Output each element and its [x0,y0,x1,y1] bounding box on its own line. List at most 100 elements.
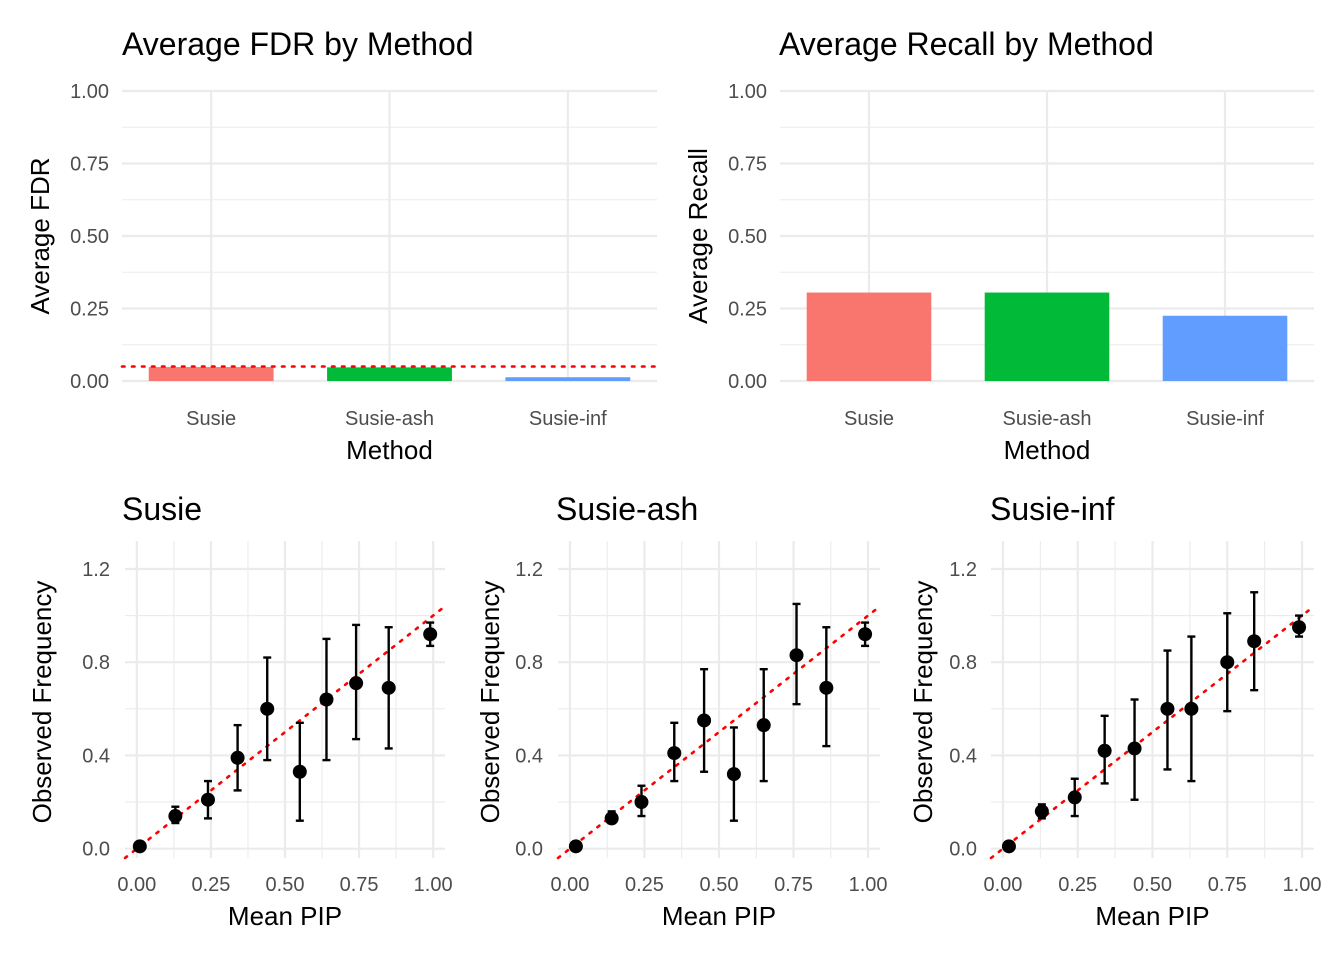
calibration-panel-5: 0.00 0.25 0.50 0.75 1.00 0.0 0.4 0.8 1.2 Susie-in… [908,491,1322,931]
y-axis-title: Observed Frequency [908,581,938,824]
data-point [1247,634,1262,649]
bar-susie [148,367,274,381]
data-point [260,701,275,716]
data-point [634,795,649,810]
data-point [789,648,804,663]
data-point [568,839,583,854]
x-tick-label: 0.75 [1208,874,1247,896]
y-tick-label: 0.4 [515,745,543,767]
calibration-panel-3: 0.00 0.25 0.50 0.75 1.00 0.0 0.4 0.8 1.2 Susie Mea… [27,491,453,931]
y-tick-label: 0.4 [82,745,110,767]
y-axis-title: Average FDR [25,157,55,314]
data-point [667,746,682,761]
bar-chart-panel-1: 0.00 0.25 0.50 0.75 1.00 Susie Susie-ash Susie-… [25,26,659,465]
x-tick-label: 0.25 [1058,874,1097,896]
data-point [423,627,438,642]
data-point [319,692,334,707]
y-tick-label: 0.75 [70,154,109,176]
x-tick-label: Susie-inf [529,408,607,430]
data-point [200,792,215,807]
y-tick-label: 0.00 [728,371,767,393]
x-tick-label: 0.50 [266,874,305,896]
x-tick-label: 0.75 [340,874,379,896]
y-tick-label: 0.0 [515,839,543,861]
y-tick-label: 0.8 [949,652,977,674]
data-point [1097,743,1112,758]
x-tick-label: Susie [186,408,236,430]
y-tick-label: 0.4 [949,745,977,767]
y-axis-title: Observed Frequency [475,581,505,824]
y-tick-label: 0.25 [70,299,109,321]
y-tick-label: 1.2 [515,559,543,581]
panel-title: Average FDR by Method [122,26,474,62]
bar-susie-inf [1162,315,1288,381]
identity-reference-line [123,604,447,860]
x-tick-label: 0.50 [1133,874,1172,896]
bar-chart-panel-2: 0.00 0.25 0.50 0.75 1.00 Susie Susie-ash Susie-… [683,26,1314,465]
calibration-panel-4: 0.00 0.25 0.50 0.75 1.00 0.0 0.4 0.8 1.2 Susie-as… [475,491,888,931]
x-axis-title: Method [346,435,433,465]
data-point [1184,701,1199,716]
x-tick-label: Susie-ash [345,408,434,430]
data-point [726,767,741,782]
data-point [1160,701,1175,716]
y-tick-label: 0.8 [82,652,110,674]
bar-susie-ash [327,367,452,381]
data-point [230,750,245,765]
y-tick-label: 1.2 [949,559,977,581]
panel-title: Average Recall by Method [779,26,1154,62]
y-tick-label: 1.00 [728,81,767,103]
y-axis-title: Average Recall [683,148,713,324]
data-point [292,764,307,779]
y-tick-label: 0.50 [70,226,109,248]
x-tick-label: Susie-ash [1003,408,1092,430]
x-tick-label: Susie-inf [1186,408,1264,430]
bar-susie [806,292,932,381]
data-point [1220,655,1235,670]
data-point [1067,790,1082,805]
x-tick-label: 0.00 [550,874,589,896]
y-tick-label: 1.2 [82,559,110,581]
x-tick-label: 0.25 [625,874,664,896]
x-tick-label: 0.50 [700,874,739,896]
panel-title: Susie [122,491,202,527]
y-tick-label: 1.00 [70,81,109,103]
y-tick-label: 0.50 [728,226,767,248]
x-tick-label: Susie [844,408,894,430]
x-tick-label: 1.00 [1283,874,1322,896]
x-tick-label: 0.00 [983,874,1022,896]
y-tick-label: 0.8 [515,652,543,674]
x-axis-title: Method [1004,435,1091,465]
data-point [1034,804,1049,819]
bar-susie-ash [984,292,1110,381]
bar-susie-inf [505,377,631,381]
x-tick-label: 0.25 [191,874,230,896]
data-point [1127,741,1142,756]
y-tick-label: 0.0 [949,839,977,861]
y-axis-title: Observed Frequency [27,581,57,824]
y-tick-label: 0.75 [728,154,767,176]
x-tick-label: 1.00 [849,874,888,896]
data-point [381,680,396,695]
data-point [756,718,771,733]
x-axis-title: Mean PIP [662,901,776,931]
data-point [349,676,364,691]
panel-title: Susie-inf [990,491,1115,527]
x-tick-label: 1.00 [414,874,453,896]
data-point [132,839,147,854]
data-point [1001,839,1016,854]
data-point [168,809,183,824]
data-point [604,811,619,826]
x-axis-title: Mean PIP [1095,901,1209,931]
x-tick-label: 0.75 [774,874,813,896]
x-tick-label: 0.00 [117,874,156,896]
identity-reference-line [989,604,1316,860]
data-point [697,713,712,728]
panel-title: Susie-ash [556,491,698,527]
y-tick-label: 0.0 [82,839,110,861]
x-axis-title: Mean PIP [228,901,342,931]
data-point [858,627,873,642]
data-point [1292,620,1307,635]
y-tick-label: 0.00 [70,371,109,393]
